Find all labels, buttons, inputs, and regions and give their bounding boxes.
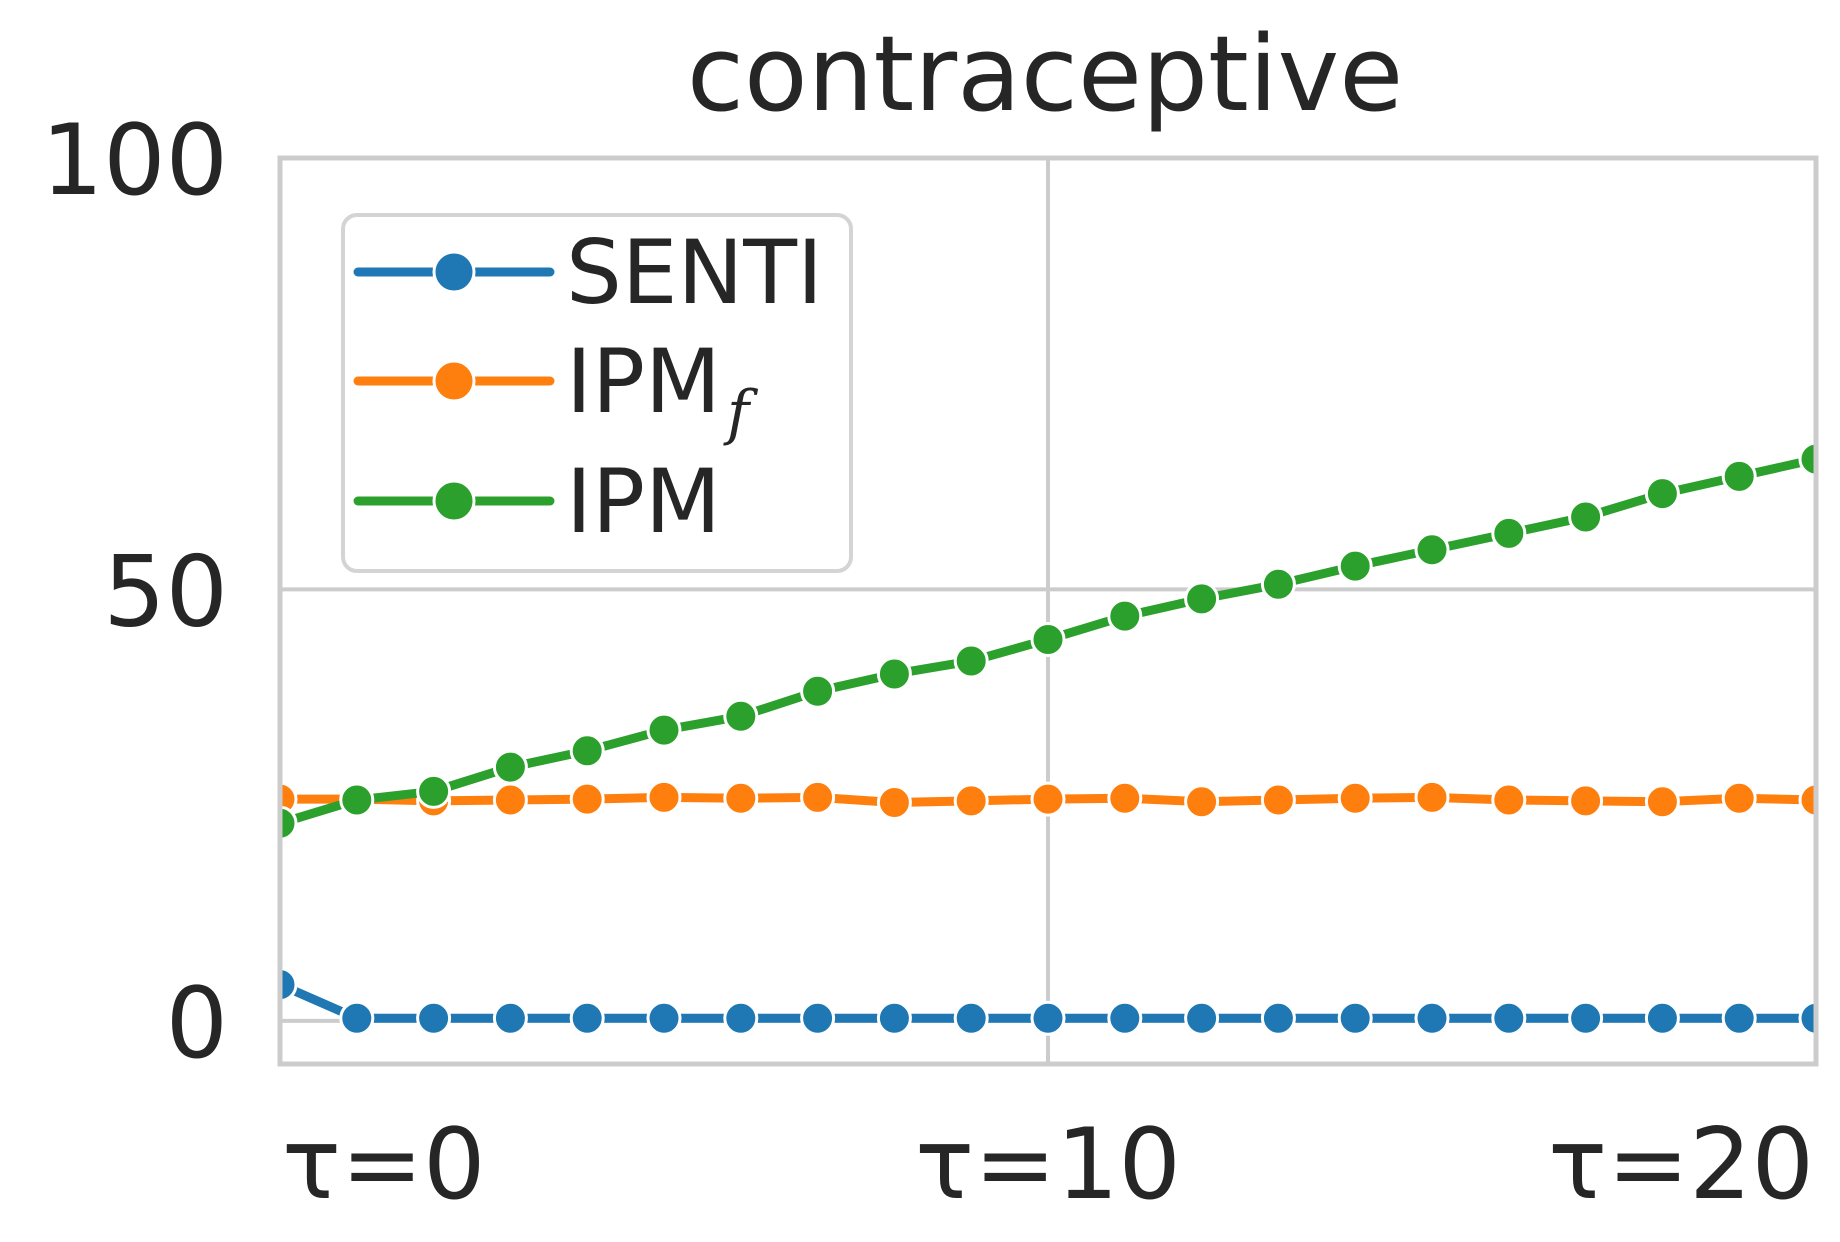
data-point bbox=[1721, 780, 1757, 816]
data-point bbox=[1644, 1000, 1680, 1036]
data-point bbox=[1798, 782, 1816, 818]
series-group bbox=[280, 441, 1816, 1036]
y-tick-labels: 0 50 100 bbox=[41, 104, 228, 1081]
data-point bbox=[1030, 621, 1066, 657]
legend-entry: SENTI bbox=[353, 221, 823, 324]
legend-label: IPM bbox=[566, 450, 721, 553]
data-point bbox=[953, 783, 989, 819]
data-point bbox=[1414, 779, 1450, 815]
data-point bbox=[569, 1000, 605, 1036]
data-point bbox=[800, 1000, 836, 1036]
data-point bbox=[1107, 1000, 1143, 1036]
data-point bbox=[876, 656, 912, 692]
data-point bbox=[1568, 783, 1604, 819]
data-point bbox=[953, 1000, 989, 1036]
series-2 bbox=[280, 441, 1816, 841]
legend-entry: IPM bbox=[353, 450, 721, 553]
data-point bbox=[1568, 1000, 1604, 1036]
series-0 bbox=[280, 967, 1816, 1036]
data-point bbox=[1107, 598, 1143, 634]
data-point bbox=[1260, 1000, 1296, 1036]
data-point bbox=[1491, 1000, 1527, 1036]
data-point bbox=[1568, 499, 1604, 535]
chart-title: contraceptive bbox=[687, 13, 1403, 135]
data-point bbox=[1798, 441, 1816, 477]
data-point bbox=[1260, 782, 1296, 818]
data-point bbox=[646, 1000, 682, 1036]
data-point bbox=[492, 749, 528, 785]
data-point bbox=[1644, 476, 1680, 512]
data-point bbox=[492, 1000, 528, 1036]
data-point bbox=[1260, 566, 1296, 602]
data-point bbox=[876, 1000, 912, 1036]
data-point bbox=[416, 1000, 452, 1036]
x-tick-label: τ=20 bbox=[1548, 1108, 1814, 1222]
data-point bbox=[1030, 1000, 1066, 1036]
data-point bbox=[1798, 1000, 1816, 1036]
data-point bbox=[1644, 784, 1680, 820]
legend-box bbox=[341, 213, 853, 573]
legend-marker bbox=[432, 250, 476, 294]
data-point bbox=[339, 1000, 375, 1036]
x-tick-labels: τ=0 τ=10 τ=20 bbox=[282, 1108, 1814, 1222]
data-point bbox=[876, 785, 912, 821]
data-point bbox=[1414, 1000, 1450, 1036]
data-point bbox=[646, 779, 682, 815]
y-tick-label: 0 bbox=[166, 967, 228, 1081]
x-tick-label: τ=10 bbox=[915, 1108, 1181, 1222]
data-point bbox=[800, 673, 836, 709]
data-point bbox=[1721, 458, 1757, 494]
data-point bbox=[339, 782, 375, 818]
data-point bbox=[280, 967, 298, 1003]
plot-frame bbox=[277, 155, 1819, 1067]
data-point bbox=[416, 773, 452, 809]
data-point bbox=[1414, 532, 1450, 568]
data-point bbox=[723, 1000, 759, 1036]
data-point bbox=[1491, 782, 1527, 818]
data-point bbox=[1030, 781, 1066, 817]
data-point bbox=[723, 780, 759, 816]
data-point bbox=[1337, 1000, 1373, 1036]
data-point bbox=[1337, 548, 1373, 584]
data-point bbox=[800, 779, 836, 815]
legend-label: SENTI bbox=[566, 221, 823, 324]
data-point bbox=[1337, 780, 1373, 816]
data-point bbox=[569, 781, 605, 817]
data-point bbox=[569, 733, 605, 769]
data-point bbox=[1107, 780, 1143, 816]
data-point bbox=[953, 643, 989, 679]
legend-marker bbox=[432, 479, 476, 523]
data-point bbox=[492, 782, 528, 818]
series-1 bbox=[280, 779, 1816, 821]
data-point bbox=[1184, 1000, 1220, 1036]
data-point bbox=[723, 698, 759, 734]
data-point bbox=[1184, 581, 1220, 617]
data-point bbox=[280, 805, 298, 841]
data-point bbox=[646, 712, 682, 748]
data-point bbox=[1721, 1000, 1757, 1036]
y-tick-label: 100 bbox=[41, 104, 228, 218]
x-tick-label: τ=0 bbox=[282, 1108, 485, 1222]
legend-label: IPM bbox=[566, 330, 721, 433]
legend-marker bbox=[432, 359, 476, 403]
y-tick-label: 50 bbox=[103, 535, 228, 649]
data-point bbox=[1491, 515, 1527, 551]
data-point bbox=[1184, 784, 1220, 820]
